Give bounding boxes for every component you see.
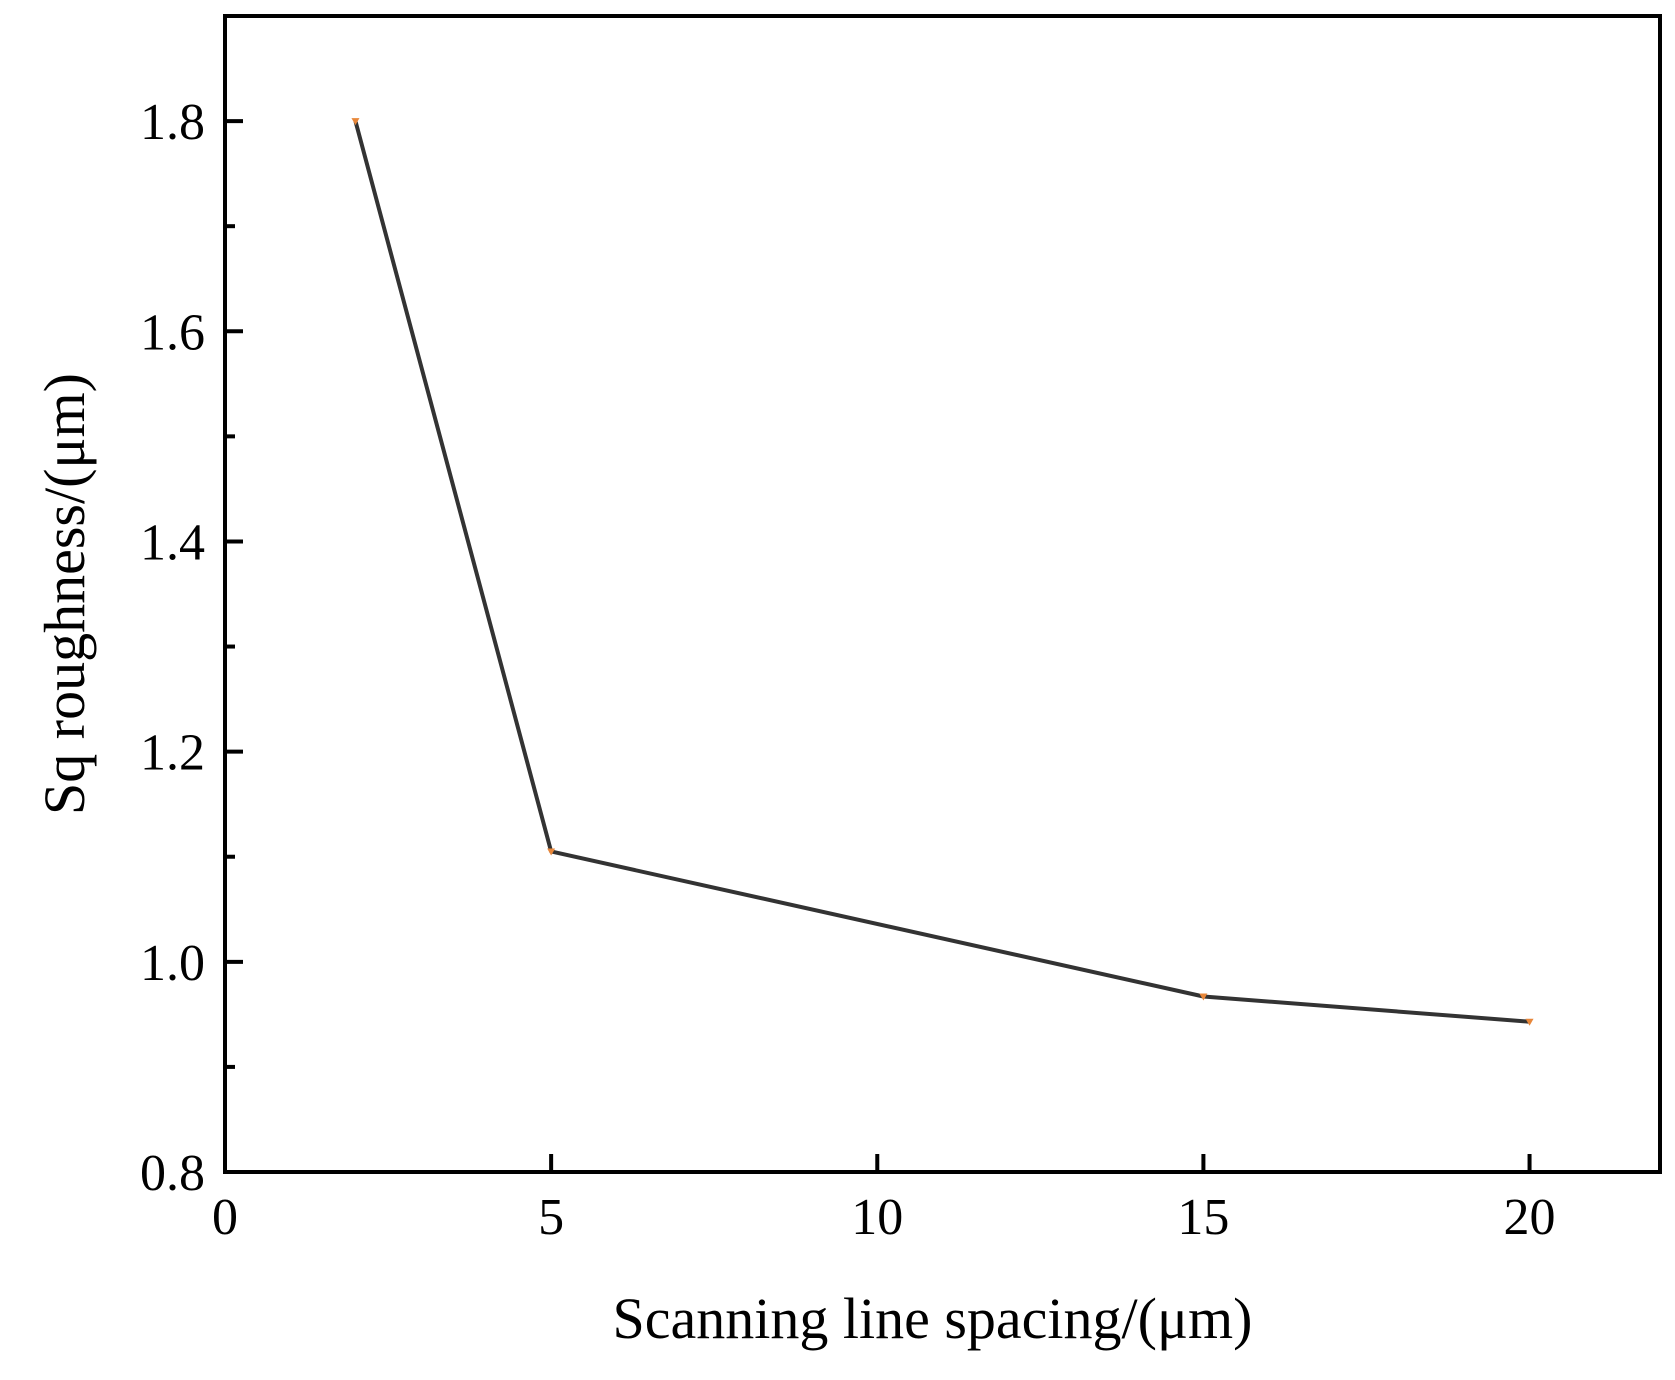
- series-line: [353, 120, 1530, 1024]
- data-point-marker: [1199, 993, 1208, 1001]
- y-axis-title: Sq roughness/(μm): [32, 373, 97, 815]
- y-tick-label: 0.8: [140, 1145, 205, 1202]
- data-point-marker: [1525, 1018, 1534, 1026]
- data-point-marker: [547, 848, 556, 856]
- y-tick-label: 1.4: [140, 514, 205, 571]
- y-tick-label: 1.8: [140, 94, 205, 151]
- y-tick-label: 1.2: [140, 725, 205, 782]
- x-axis-title: Scanning line spacing/(μm): [613, 1286, 1253, 1351]
- plot-frame-layer: [223, 14, 1662, 1174]
- x-tick-label: 20: [1504, 1189, 1556, 1246]
- x-tick-label: 5: [538, 1189, 564, 1246]
- x-tick-label: 10: [851, 1189, 903, 1246]
- y-tick-label: 1.0: [140, 935, 205, 992]
- y-tick-label: 1.6: [140, 304, 205, 361]
- plot-frame: [223, 14, 1662, 1174]
- x-tick-label: 0: [212, 1189, 238, 1246]
- series-layer: [351, 118, 1534, 1026]
- ticks-layer: 0 5 10 15 20 0.8 1.0 1.2 1.4 1.6 1.8: [140, 94, 1556, 1246]
- x-tick-label: 15: [1177, 1189, 1229, 1246]
- data-point-marker: [351, 118, 360, 126]
